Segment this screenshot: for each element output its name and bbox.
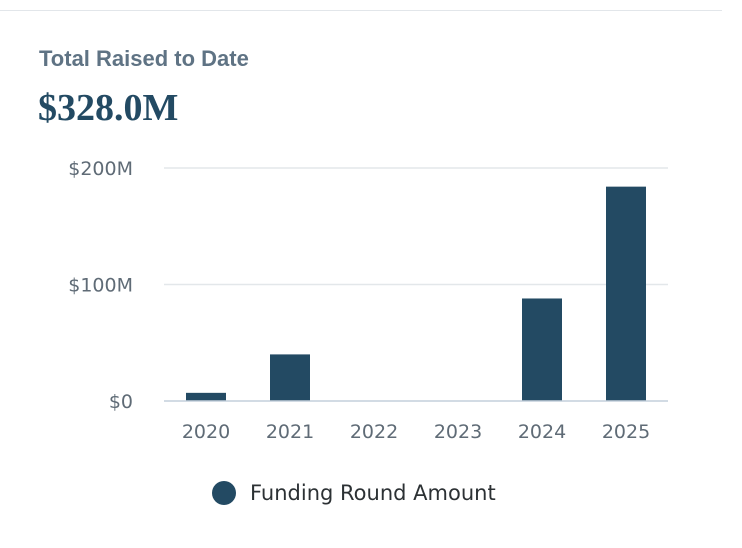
y-tick-label: $100M [68, 275, 133, 297]
total-raised-label: Total Raised to Date [39, 46, 249, 71]
y-tick-label: $200M [68, 158, 133, 180]
x-tick-label: 2025 [602, 421, 650, 443]
legend[interactable]: Funding Round Amount [212, 478, 496, 508]
bar-2020[interactable] [186, 392, 226, 401]
bar-2025[interactable] [606, 186, 646, 401]
bar-2021[interactable] [270, 354, 310, 401]
legend-swatch-icon [212, 481, 236, 505]
x-tick-label: 2022 [350, 421, 398, 443]
y-axis-ticks: $0 $100M $200M [68, 158, 133, 413]
bars [186, 186, 646, 401]
x-tick-label: 2020 [182, 421, 230, 443]
x-tick-label: 2021 [266, 421, 314, 443]
y-tick-label: $0 [109, 391, 133, 413]
x-tick-label: 2024 [518, 421, 566, 443]
gridlines [164, 167, 668, 286]
x-axis-ticks: 2020 2021 2022 2023 2024 2025 [182, 421, 650, 443]
bar-2024[interactable] [522, 298, 562, 401]
top-divider [0, 10, 722, 11]
legend-label: Funding Round Amount [250, 481, 496, 505]
total-raised-value: $328.0M [38, 87, 179, 129]
x-tick-label: 2023 [434, 421, 482, 443]
